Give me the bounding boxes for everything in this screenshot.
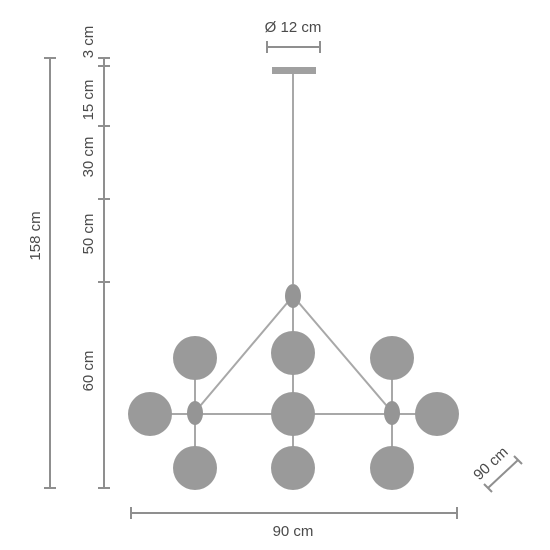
segment-body-label: 60 cm [80, 351, 97, 392]
ceiling-canopy [272, 67, 316, 74]
globe-center-middle [271, 392, 315, 436]
canopy-diameter-dimension: Ø 12 cm [265, 19, 322, 53]
globe-left-bottom [173, 446, 217, 490]
segmented-height-dimension: 3 cm 15 cm 30 cm 50 cm 60 cm [80, 26, 110, 489]
width-label: 90 cm [273, 523, 314, 540]
globe-left-outer [128, 392, 172, 436]
right-joint [384, 401, 400, 425]
globe-center-top [271, 331, 315, 375]
globe-right-outer [415, 392, 459, 436]
top-joint [285, 284, 301, 308]
segment-1-label: 15 cm [80, 80, 97, 121]
left-arm [194, 295, 294, 413]
right-arm [292, 295, 393, 413]
globe-right-top [370, 336, 414, 380]
segment-2-label: 30 cm [80, 137, 97, 178]
globe-left-top [173, 336, 217, 380]
globe-right-bottom [370, 446, 414, 490]
segment-canopy-label: 3 cm [80, 26, 97, 59]
depth-dimension: 90 cm [470, 444, 523, 493]
chandelier [128, 67, 459, 490]
width-dimension: 90 cm [130, 507, 458, 540]
depth-label: 90 cm [470, 444, 511, 484]
segment-3-label: 50 cm [80, 214, 97, 255]
canopy-diameter-label: Ø 12 cm [265, 19, 322, 36]
globe-center-bottom [271, 446, 315, 490]
total-height-dimension: 158 cm [27, 57, 56, 489]
left-joint [187, 401, 203, 425]
total-height-label: 158 cm [27, 211, 44, 260]
